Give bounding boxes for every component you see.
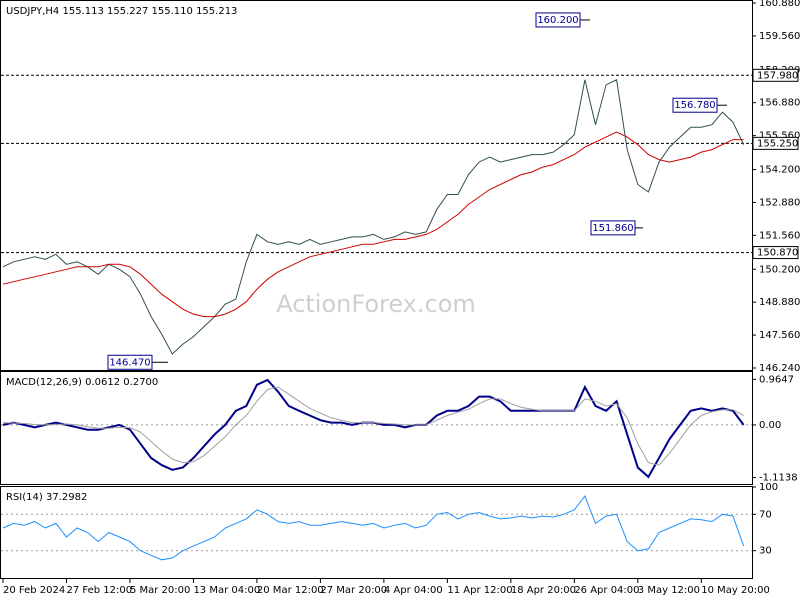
annotation-box [107,354,153,370]
rsi-panel [0,486,753,579]
annotation-box [590,220,636,236]
y-tick-label: 70 [759,509,772,520]
y-tick-label: 148.880 [759,297,800,308]
level-box [752,136,799,150]
annotation-label: 146.470 [109,357,150,368]
x-tick-label: 11 Apr 12:00 [447,585,512,596]
level-box [752,246,799,260]
panel-title: RSI(14) 37.2982 [6,492,87,503]
level-box [752,68,799,82]
x-tick-label: 4 Apr 04:00 [384,585,443,596]
panel-title: MACD(12,26,9) 0.0612 0.2700 [6,377,158,388]
y-tick-label: 100 [759,482,778,493]
series-line [2,131,744,318]
y-tick-label: 0.9647 [759,374,794,385]
series-line [2,386,744,466]
x-tick-label: 27 Mar 20:00 [320,585,387,596]
annotation-label: 151.860 [592,223,633,234]
x-tick-label: 26 Apr 04:00 [574,585,639,596]
x-tick-label: 5 Mar 20:00 [130,585,190,596]
watermark: ActionForex.com [276,290,476,318]
annotation-label: 156.780 [674,100,715,111]
x-tick-label: 13 Mar 04:00 [193,585,260,596]
annotation-box [672,97,718,113]
y-tick-label: 146.240 [759,363,800,374]
price-panel [0,0,753,371]
level-label: 157.980 [757,70,798,81]
x-tick-label: 3 May 12:00 [638,585,700,596]
y-tick-label: 151.560 [759,230,800,241]
y-tick-label: 152.880 [759,197,800,208]
y-tick-label: 147.560 [759,330,800,341]
y-tick-label: 0.00 [759,420,781,431]
series-line [2,79,745,355]
x-tick-label: 10 May 20:00 [701,585,770,596]
level-label: 155.250 [757,138,798,149]
x-tick-label: 18 Apr 20:00 [511,585,576,596]
y-tick-label: 156.880 [759,98,800,109]
macd-panel [0,371,753,485]
x-tick-label: 27 Feb 12:00 [66,585,132,596]
y-tick-label: 159.560 [759,31,800,42]
y-tick-label: -1.1138 [759,473,798,484]
level-label: 150.870 [757,248,798,259]
panel-title: USDJPY,H4 155.113 155.227 155.110 155.21… [6,6,237,17]
y-tick-label: 154.200 [759,165,800,176]
y-tick-label: 30 [759,546,772,557]
x-tick-label: 20 Mar 12:00 [257,585,324,596]
x-tick-label: 20 Feb 2024 [3,585,65,596]
annotation-box [535,12,581,28]
series-line [2,495,745,561]
y-tick-label: 155.560 [759,131,800,142]
y-tick-label: 150.200 [759,264,800,275]
y-tick-label: 160.880 [759,0,800,9]
annotation-label: 160.200 [537,15,578,26]
